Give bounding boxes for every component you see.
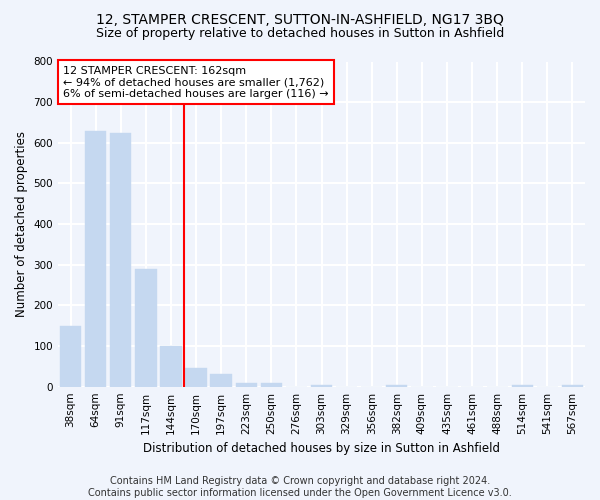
- Bar: [236, 382, 257, 386]
- Bar: [160, 346, 182, 387]
- X-axis label: Distribution of detached houses by size in Sutton in Ashfield: Distribution of detached houses by size …: [143, 442, 500, 455]
- Bar: [211, 374, 232, 386]
- Text: 12 STAMPER CRESCENT: 162sqm
← 94% of detached houses are smaller (1,762)
6% of s: 12 STAMPER CRESCENT: 162sqm ← 94% of det…: [63, 66, 329, 99]
- Text: Contains HM Land Registry data © Crown copyright and database right 2024.
Contai: Contains HM Land Registry data © Crown c…: [88, 476, 512, 498]
- Y-axis label: Number of detached properties: Number of detached properties: [15, 131, 28, 317]
- Bar: [85, 130, 106, 386]
- Bar: [185, 368, 207, 386]
- Bar: [512, 384, 533, 386]
- Bar: [110, 132, 131, 386]
- Text: 12, STAMPER CRESCENT, SUTTON-IN-ASHFIELD, NG17 3BQ: 12, STAMPER CRESCENT, SUTTON-IN-ASHFIELD…: [96, 12, 504, 26]
- Bar: [135, 269, 157, 386]
- Text: Size of property relative to detached houses in Sutton in Ashfield: Size of property relative to detached ho…: [96, 28, 504, 40]
- Bar: [386, 384, 407, 386]
- Bar: [311, 384, 332, 386]
- Bar: [562, 384, 583, 386]
- Bar: [260, 382, 282, 386]
- Bar: [60, 326, 81, 386]
